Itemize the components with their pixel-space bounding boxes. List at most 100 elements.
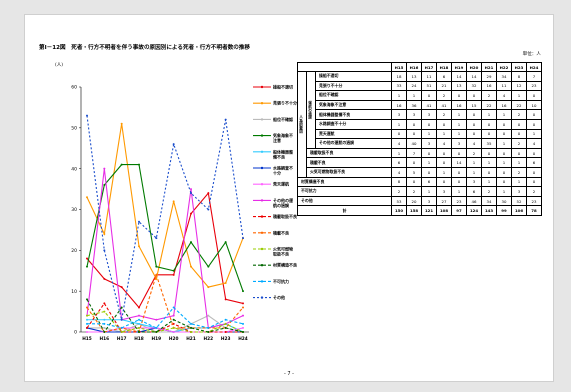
table-cell: 1 <box>496 138 513 149</box>
series-4 <box>86 163 244 293</box>
data-point <box>190 322 192 325</box>
table-cell: 1 <box>391 118 408 130</box>
table-cell: 13 <box>406 71 423 82</box>
data-point <box>86 326 88 329</box>
table-cell: 3 <box>466 176 483 188</box>
year-header: H17 <box>421 62 438 72</box>
legend-marker <box>260 183 264 186</box>
table-cell: 6 <box>526 157 543 168</box>
table-cell: 30 <box>496 195 513 207</box>
data-point <box>242 322 244 325</box>
total-cell: 99 <box>496 205 513 216</box>
row-label: 操船不適切 <box>314 71 393 82</box>
table-cell: 0 <box>406 157 423 168</box>
table-cell: 0 <box>436 118 453 130</box>
data-point <box>155 265 158 268</box>
table-cell: 1 <box>511 157 528 168</box>
table-cell: 51 <box>421 80 438 92</box>
table-cell: 5 <box>406 166 423 178</box>
data-point <box>120 318 123 321</box>
table-cell: 0 <box>466 128 483 140</box>
table-cell: 0 <box>421 166 438 178</box>
table-cell: 2 <box>436 90 453 101</box>
table-cell: 4 <box>391 138 408 149</box>
data-point <box>155 326 158 329</box>
y-tick-label: 40 <box>71 166 77 172</box>
table-cell: 0 <box>391 128 408 140</box>
data-point <box>172 143 175 146</box>
table-cell: 0 <box>481 118 498 130</box>
data-point <box>207 286 210 289</box>
x-tick-label: H19 <box>152 336 162 342</box>
table-cell: 0 <box>406 128 423 140</box>
data-point <box>172 273 175 276</box>
table-cell: 23 <box>451 195 468 207</box>
table-cell: 2 <box>526 186 543 197</box>
table-cell: 2 <box>511 166 528 178</box>
series-12 <box>86 298 244 334</box>
series-line <box>87 327 244 333</box>
year-header: H20 <box>466 62 483 72</box>
data-point <box>138 314 140 317</box>
data-point <box>242 331 244 333</box>
table-cell: 1 <box>421 157 438 168</box>
table-row: 積載不良 6 0 1 0 14 1 1 1 1 6 <box>298 157 543 168</box>
table-row: 水路調査不十分 1 0 0 0 1 0 0 0 0 0 <box>298 118 543 130</box>
table-cell: 0 <box>481 128 498 140</box>
table-cell: 2 <box>481 186 498 197</box>
table-cell: 0 <box>496 176 513 188</box>
legend-marker <box>260 264 264 267</box>
table-cell: 23 <box>526 80 543 92</box>
table-cell: 2 <box>511 138 528 149</box>
year-header: H19 <box>451 62 468 72</box>
table-cell: 0 <box>451 90 468 101</box>
table-cell: 2 <box>511 109 528 120</box>
legend-label: 材質構造不良 <box>272 262 297 268</box>
year-header: H21 <box>481 62 498 72</box>
series-2 <box>86 122 244 289</box>
legend-marker <box>260 134 264 137</box>
table-cell: 3 <box>421 109 438 120</box>
table-cell: 6 <box>466 186 483 197</box>
table-cell: 16 <box>391 99 408 111</box>
y-tick-label: 30 <box>71 207 77 213</box>
legend-label: 積載取扱不良 <box>272 213 297 219</box>
x-tick-label: H16 <box>100 336 110 342</box>
header-corner <box>296 62 393 72</box>
data-point <box>242 314 244 317</box>
data-point <box>242 237 244 240</box>
data-point <box>224 318 227 321</box>
table-cell: 0 <box>511 118 528 130</box>
data-point <box>86 265 88 268</box>
data-point <box>207 326 210 329</box>
data-point <box>207 265 210 268</box>
data-point <box>190 241 192 244</box>
table-cell: 0 <box>466 109 483 120</box>
data-point <box>86 322 88 325</box>
row-label: その他の運航の過誤 <box>314 138 393 149</box>
data-point <box>103 310 106 313</box>
table-cell: 0 <box>466 118 483 130</box>
data-point <box>120 306 123 309</box>
legend-marker <box>260 247 264 251</box>
data-point <box>138 306 140 309</box>
table-cell: 1 <box>466 157 483 168</box>
table-cell: 0 <box>496 166 513 178</box>
table-cell: 41 <box>421 99 438 111</box>
data-point <box>172 331 175 333</box>
row-label: 積載取扱不良 <box>305 147 393 159</box>
data-point <box>103 249 106 252</box>
y-tick-label: 50 <box>71 125 77 131</box>
data-point <box>103 318 106 321</box>
legend-label: 積載不良 <box>272 229 289 235</box>
data-point <box>103 167 106 170</box>
x-tick-label: H22 <box>204 336 214 342</box>
data-point <box>172 200 175 203</box>
table-cell: 1 <box>451 109 468 120</box>
table-cell: 40 <box>406 138 423 149</box>
data-point <box>103 326 106 329</box>
table-cell: 36 <box>406 99 423 111</box>
total-row: 計 150 158 121 108 97 124 143 99 106 78 <box>296 205 543 216</box>
row-label: 船体機器整備不良 <box>314 109 393 120</box>
table-cell: 0 <box>526 90 543 101</box>
